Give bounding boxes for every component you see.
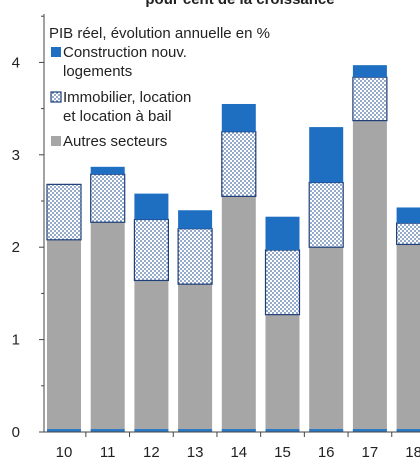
bar-autres-14: [221, 196, 256, 432]
bars-group: [46, 65, 420, 432]
bar-construction-16: [309, 127, 344, 183]
legend-label: logements: [63, 63, 132, 80]
bar-construction-17: [352, 65, 387, 78]
legend-swatch-construction: [51, 47, 61, 57]
bar-autres-13: [178, 284, 213, 432]
x-tick-label: 11: [100, 444, 116, 460]
bar-immobilier-16: [308, 181, 344, 248]
y-tick-label: 3: [12, 147, 20, 164]
x-tick-label: 15: [274, 444, 291, 460]
bar-autres-17: [352, 120, 387, 432]
x-tick-label: 10: [56, 444, 73, 460]
legend-label: Construction nouv.: [63, 44, 187, 61]
legend-label: Immobilier, location: [63, 89, 191, 106]
bar-base-17: [352, 429, 387, 432]
bar-autres-18: [396, 244, 420, 432]
bar-construction-18: [396, 207, 420, 224]
y-tick-label: 1: [12, 332, 20, 349]
x-tick-label: 14: [230, 444, 247, 460]
bar-autres-12: [134, 280, 169, 432]
bar-base-11: [90, 429, 125, 432]
bar-immobilier-11: [90, 173, 126, 223]
bar-base-14: [221, 429, 256, 432]
bar-base-16: [309, 429, 344, 432]
legend-label: Autres secteurs: [63, 133, 167, 150]
bar-construction-13: [178, 210, 213, 229]
bar-construction-14: [221, 103, 256, 132]
chart-subtitle: PIB réel, évolution annuelle en %: [49, 25, 270, 42]
bar-immobilier-15: [264, 249, 301, 316]
bar-immobilier-13: [177, 228, 213, 285]
x-tick-label: 17: [362, 444, 379, 460]
x-ticks-group: 10 11 12 13 14 15 16 17 18: [56, 432, 420, 460]
legend-label: et location à bail: [63, 108, 171, 125]
legend-swatch-autres: [51, 136, 61, 146]
bar-immobilier-12: [133, 218, 169, 282]
bar-immobilier-17: [352, 76, 388, 122]
x-tick-label: 18: [405, 444, 420, 460]
bar-immobilier-14: [221, 131, 257, 197]
bar-autres-15: [265, 314, 300, 432]
bar-immobilier-10: [46, 183, 82, 241]
bar-base-18: [396, 429, 420, 432]
y-tick-label: 0: [12, 424, 20, 441]
legend-swatch-immobilier: [50, 91, 62, 103]
bar-base-12: [134, 429, 169, 432]
bar-construction-11: [90, 166, 125, 175]
bar-autres-11: [90, 222, 125, 432]
bar-autres-16: [309, 247, 344, 432]
legend: Construction nouv. logements Immobilier, l…: [50, 44, 191, 150]
x-tick-label: 13: [187, 444, 204, 460]
y-ticks-group: 0 1 2 3 4: [12, 15, 44, 441]
chart-title: pour cent de la croissance: [145, 0, 334, 8]
bar-autres-10: [47, 239, 81, 432]
bar-base-15: [265, 429, 300, 432]
x-tick-label: 12: [143, 444, 160, 460]
bar-base-13: [178, 429, 213, 432]
bar-construction-12: [134, 193, 169, 220]
y-tick-label: 2: [12, 239, 20, 256]
bar-base-10: [47, 429, 81, 432]
y-tick-label: 4: [12, 54, 20, 71]
bar-immobilier-18: [396, 222, 420, 246]
bar-construction-15: [265, 216, 300, 250]
x-tick-label: 16: [318, 444, 335, 460]
